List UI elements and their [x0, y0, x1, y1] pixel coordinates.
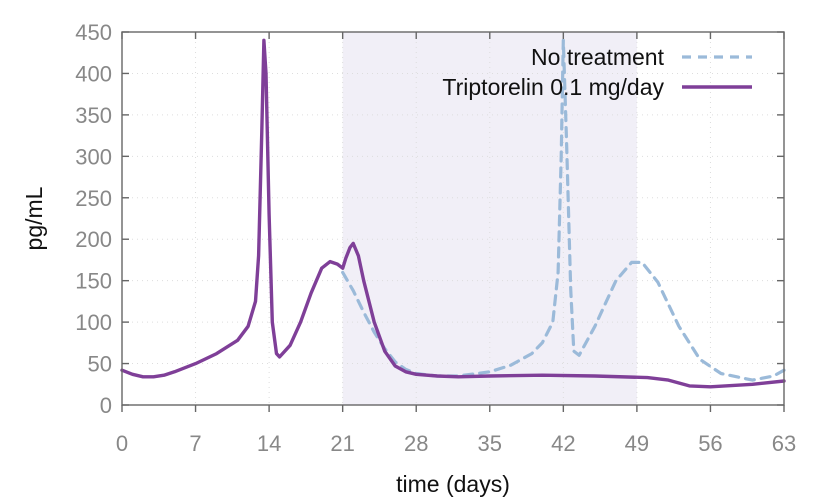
- y-tick-label: 250: [75, 186, 112, 211]
- series-line-triptorelin: [120, 38, 786, 389]
- legend-label-no-treatment: No treatment: [531, 44, 665, 70]
- grid-lines: [122, 32, 784, 405]
- y-tick-label: 0: [100, 393, 112, 418]
- y-tick-label: 450: [75, 20, 112, 45]
- x-axis: 0 7 14 21 28 35 42 49 56 63: [116, 32, 796, 456]
- series-line-no-treatment: [341, 38, 786, 382]
- x-tick-label: 42: [551, 431, 575, 456]
- x-tick-label: 21: [330, 431, 354, 456]
- x-tick-label: 28: [404, 431, 428, 456]
- y-tick-label: 50: [88, 352, 112, 377]
- y-tick-label: 350: [75, 103, 112, 128]
- x-tick-label: 49: [625, 431, 649, 456]
- legend: No treatment Triptorelin 0.1 mg/day: [442, 44, 752, 100]
- y-tick-label: 150: [75, 269, 112, 294]
- x-tick-label: 56: [698, 431, 722, 456]
- y-tick-label: 300: [75, 144, 112, 169]
- x-tick-label: 7: [189, 431, 201, 456]
- y-axis-label: pg/mL: [21, 186, 47, 250]
- y-tick-label: 400: [75, 61, 112, 86]
- x-tick-label: 0: [116, 431, 128, 456]
- y-tick-label: 100: [75, 310, 112, 335]
- series-layer: [120, 38, 786, 389]
- legend-label-triptorelin: Triptorelin 0.1 mg/day: [442, 74, 664, 100]
- plot-frame: [121, 31, 785, 406]
- y-axis: 0 50 100 150 200 250 300 350 400 450: [75, 20, 784, 418]
- x-tick-label: 35: [478, 431, 502, 456]
- x-tick-label: 63: [772, 431, 796, 456]
- y-tick-label: 200: [75, 227, 112, 252]
- x-tick-label: 14: [257, 431, 281, 456]
- x-axis-label: time (days): [396, 471, 510, 497]
